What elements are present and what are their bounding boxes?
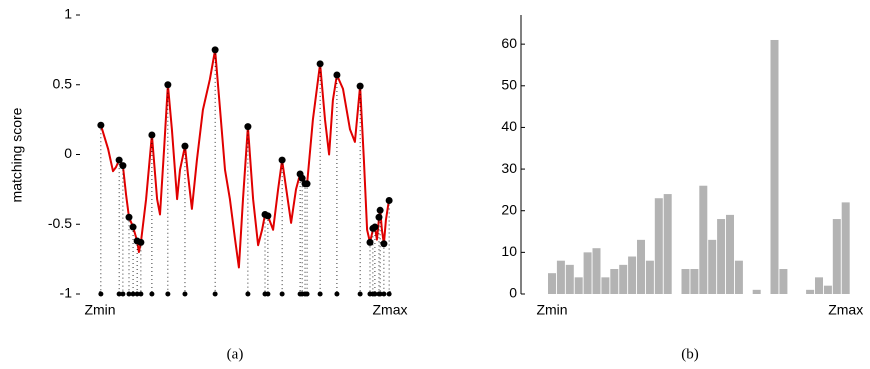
peak-point bbox=[316, 60, 324, 68]
peak-point bbox=[115, 156, 123, 164]
peak-point bbox=[211, 46, 219, 54]
base-point bbox=[304, 291, 310, 297]
x-tick-label: Zmin bbox=[536, 302, 567, 318]
base-point bbox=[372, 291, 378, 297]
bar bbox=[548, 273, 556, 294]
bar bbox=[708, 239, 717, 294]
base-point bbox=[265, 291, 271, 297]
bar bbox=[637, 239, 645, 294]
peak-point bbox=[366, 238, 374, 246]
base-point bbox=[116, 291, 122, 297]
base-point bbox=[245, 291, 251, 297]
base-point bbox=[134, 291, 140, 297]
bar bbox=[699, 185, 708, 294]
peak-point bbox=[303, 180, 311, 188]
bar bbox=[601, 277, 610, 294]
y-tick-label: 1 bbox=[64, 6, 72, 22]
bar bbox=[841, 202, 850, 294]
y-tick-label: 30 bbox=[501, 160, 517, 176]
base-point bbox=[165, 291, 171, 297]
bar bbox=[806, 289, 815, 294]
peak-point bbox=[119, 162, 127, 170]
y-axis-label: matching score bbox=[9, 107, 25, 202]
bar bbox=[556, 260, 565, 294]
bar bbox=[823, 285, 832, 294]
base-point bbox=[381, 291, 387, 297]
peak-point bbox=[380, 240, 388, 248]
bar bbox=[717, 219, 726, 294]
base-point bbox=[377, 291, 383, 297]
peak-point bbox=[333, 71, 341, 79]
base-point bbox=[120, 291, 126, 297]
bar bbox=[583, 252, 592, 294]
bar bbox=[681, 269, 690, 294]
peak-point bbox=[244, 123, 252, 131]
base-point bbox=[386, 291, 392, 297]
bar bbox=[654, 198, 663, 294]
base-point bbox=[149, 291, 155, 297]
peak-point bbox=[137, 238, 145, 246]
peak-point bbox=[371, 223, 379, 231]
base-point bbox=[279, 291, 285, 297]
caption: (b) bbox=[681, 346, 699, 362]
y-tick-label: 20 bbox=[501, 201, 517, 217]
y-tick-label: 50 bbox=[501, 76, 517, 92]
bar bbox=[619, 264, 628, 294]
peak-point bbox=[278, 156, 286, 164]
peak-point bbox=[97, 121, 105, 129]
bar bbox=[645, 260, 654, 294]
peak-point bbox=[264, 212, 272, 220]
base-point bbox=[357, 291, 363, 297]
peak-point bbox=[385, 197, 393, 205]
y-tick-label: -1 bbox=[60, 285, 73, 301]
bar bbox=[770, 39, 779, 294]
bar bbox=[726, 214, 734, 294]
y-tick-label: 0 bbox=[64, 145, 72, 161]
bar bbox=[663, 194, 672, 294]
peak-point bbox=[376, 206, 384, 214]
peak-point bbox=[125, 213, 133, 221]
x-tick-label: Zmin bbox=[84, 302, 115, 318]
bar bbox=[734, 260, 743, 294]
peak-point bbox=[129, 223, 137, 231]
bar bbox=[610, 269, 619, 294]
bar bbox=[565, 264, 574, 294]
bar bbox=[574, 277, 583, 294]
base-point bbox=[130, 291, 136, 297]
peak-point bbox=[356, 82, 364, 90]
base-point bbox=[212, 291, 218, 297]
bar bbox=[592, 248, 601, 294]
peak-point bbox=[298, 174, 306, 182]
y-tick-label: -0.5 bbox=[48, 215, 72, 231]
bar bbox=[690, 269, 699, 294]
y-tick-label: 0 bbox=[509, 285, 517, 301]
bar bbox=[752, 289, 761, 294]
score-curve bbox=[99, 48, 391, 269]
base-point bbox=[138, 291, 144, 297]
base-point bbox=[317, 291, 323, 297]
base-point bbox=[98, 291, 104, 297]
bar bbox=[779, 269, 788, 294]
peak-point bbox=[375, 213, 383, 221]
y-tick-label: 40 bbox=[501, 118, 517, 134]
y-tick-label: 10 bbox=[501, 243, 517, 259]
bar bbox=[832, 219, 841, 294]
bar bbox=[815, 277, 823, 294]
y-tick-label: 60 bbox=[501, 35, 517, 51]
bar bbox=[628, 256, 637, 294]
base-point bbox=[126, 291, 132, 297]
base-point bbox=[334, 291, 340, 297]
y-tick-label: 0.5 bbox=[53, 75, 73, 91]
peak-point bbox=[181, 142, 189, 150]
caption: (a) bbox=[227, 346, 244, 362]
base-point bbox=[182, 291, 188, 297]
x-tick-label: Zmax bbox=[373, 302, 408, 318]
peak-point bbox=[164, 81, 172, 89]
peak-point bbox=[148, 131, 156, 139]
x-tick-label: Zmax bbox=[828, 302, 863, 318]
